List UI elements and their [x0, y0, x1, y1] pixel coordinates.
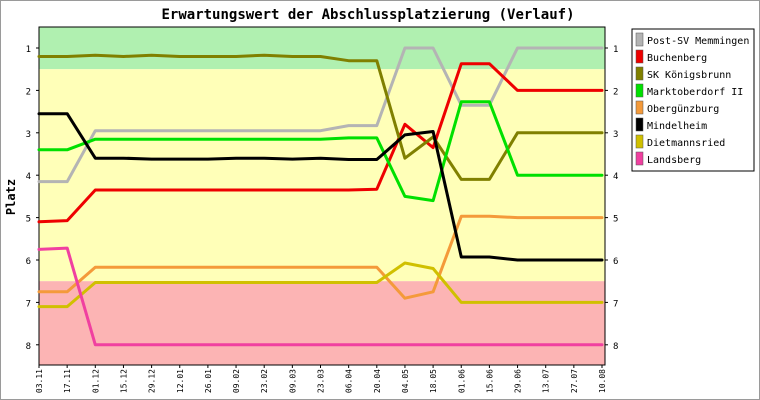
x-tick-label: 23.03 — [317, 369, 326, 393]
legend-label-post-sv-memmingen: Post-SV Memmingen — [647, 36, 749, 47]
y-tick-label-right: 1 — [613, 45, 618, 55]
x-tick-label: 15.12 — [119, 369, 128, 393]
chart-title: Erwartungswert der Abschlussplatzierung … — [161, 7, 574, 23]
y-tick-label-right: 7 — [613, 299, 618, 309]
x-tick-label: 03.11 — [35, 369, 44, 393]
legend-box — [631, 28, 755, 172]
x-tick-label: 15.06 — [485, 369, 494, 393]
y-tick-label-right: 2 — [613, 87, 618, 97]
y-tick-label-left: 3 — [26, 130, 31, 140]
x-tick-label: 29.12 — [148, 369, 157, 393]
legend-swatch-landsberg — [635, 151, 644, 166]
x-tick-label: 12.01 — [176, 369, 185, 393]
x-tick-label: 23.02 — [260, 369, 269, 393]
y-tick-label-left: 4 — [26, 172, 31, 182]
y-tick-label-right: 3 — [613, 130, 618, 140]
legend-label-landsberg: Landsberg — [647, 155, 701, 166]
plot-border — [38, 26, 606, 366]
legend-swatch-marktoberdorf-ii — [635, 83, 644, 98]
series-line-mindelheim — [37, 112, 604, 262]
zone-band-2 — [39, 69, 605, 282]
x-tick-label: 09.02 — [232, 369, 241, 393]
x-tick-label: 10.08 — [598, 369, 607, 393]
y-tick-label-right: 8 — [613, 342, 618, 352]
series-line-marktoberdorf-ii — [37, 100, 604, 203]
x-tick-label: 27.07 — [570, 369, 579, 393]
y-tick-label-right: 6 — [613, 257, 618, 267]
y-tick-label-left: 2 — [26, 87, 31, 97]
legend-swatch-sk-k-nigsbrunn — [635, 66, 644, 81]
legend-label-sk-k-nigsbrunn: SK Königsbrunn — [647, 70, 731, 81]
legend-swatch-buchenberg — [635, 49, 644, 64]
series-lines — [37, 46, 604, 347]
legend-swatch-post-sv-memmingen — [635, 32, 644, 47]
y-tick-label-left: 7 — [26, 299, 31, 309]
x-tick-label: 09.03 — [288, 369, 297, 393]
legend-label-marktoberdorf-ii: Marktoberdorf II — [647, 87, 743, 98]
series-line-post-sv-memmingen — [37, 46, 604, 184]
legend-label-oberg-nzburg: Obergünzburg — [647, 104, 719, 115]
x-tick-label: 04.05 — [401, 369, 410, 393]
x-tick-label: 01.12 — [91, 369, 100, 393]
y-tick-label-right: 4 — [613, 172, 618, 182]
series-line-landsberg — [37, 246, 604, 347]
x-tick-label: 29.06 — [514, 369, 523, 393]
x-tick-label: 01.06 — [457, 369, 466, 393]
x-tick-label: 18.05 — [429, 369, 438, 393]
legend-label-dietmannsried: Dietmannsried — [647, 138, 725, 149]
x-tick-label: 26.01 — [204, 369, 213, 393]
series-line-oberg-nzburg — [37, 214, 604, 300]
y-tick-label-left: 1 — [26, 45, 31, 55]
y-tick-label-left: 8 — [26, 342, 31, 352]
series-line-dietmannsried — [37, 261, 604, 309]
y-tick-label-left: 5 — [26, 215, 31, 225]
legend-swatch-dietmannsried — [635, 134, 644, 149]
legend-swatch-oberg-nzburg — [635, 100, 644, 115]
axes: 1 1 2 2 3 3 4 4 5 5 6 6 7 7 8 8 03.11 17.11 01.12 15.12 29.1… — [26, 45, 619, 393]
legend-label-mindelheim: Mindelheim — [647, 121, 707, 132]
legend: Post-SV Memmingen Buchenberg SK Königsbrun… — [631, 28, 755, 172]
series-line-buchenberg — [37, 62, 604, 224]
legend-swatch-mindelheim — [635, 117, 644, 132]
x-tick-label: 17.11 — [63, 369, 72, 393]
x-tick-label: 20.04 — [373, 369, 382, 393]
y-axis-label: Platz — [4, 179, 18, 215]
x-tick-label: 13.07 — [542, 369, 551, 393]
plot-area — [38, 26, 606, 366]
y-tick-label-right: 5 — [613, 215, 618, 225]
legend-label-buchenberg: Buchenberg — [647, 53, 707, 64]
x-tick-label: 06.04 — [345, 369, 354, 393]
y-tick-label-left: 6 — [26, 257, 31, 267]
zone-band-3 — [39, 281, 605, 365]
